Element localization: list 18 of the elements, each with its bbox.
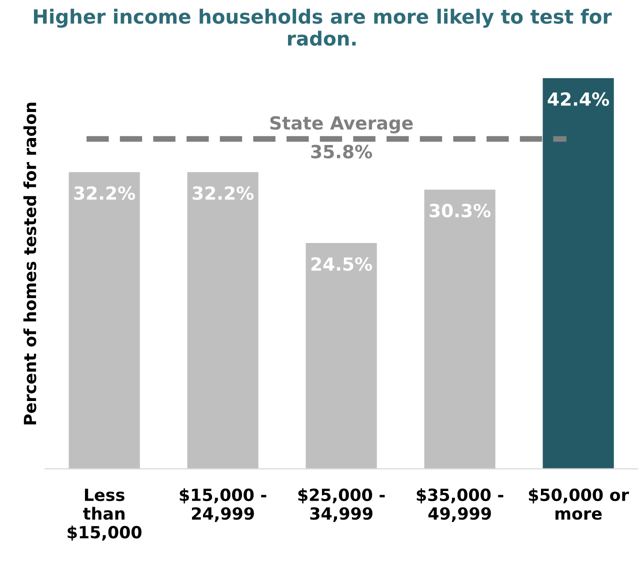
x-tick-label: $15,000 - 24,999	[180, 488, 266, 522]
bar	[68, 172, 140, 469]
bar	[306, 243, 377, 469]
bar	[542, 78, 614, 469]
bar	[187, 172, 258, 469]
ref-line-label: State Average 35.8%	[270, 116, 413, 158]
x-tick-label: $25,000 - 34,999	[298, 488, 385, 522]
data-label: 32.2%	[74, 186, 136, 200]
x-tick-label: $50,000 or more	[528, 488, 629, 520]
data-label: 24.5%	[311, 257, 372, 271]
x-tick-label: Less than $15,000	[68, 488, 142, 541]
data-label: 42.4%	[548, 92, 610, 106]
bar	[424, 190, 496, 469]
data-label: 32.2%	[192, 186, 254, 200]
y-axis-title: Percent of homes tested for radon	[23, 102, 36, 424]
chart-title: Higher income households are more likely to test for radon.	[34, 8, 612, 46]
data-label: 30.3%	[430, 204, 491, 218]
x-tick-label: $35,000 - 49,999	[416, 488, 504, 522]
